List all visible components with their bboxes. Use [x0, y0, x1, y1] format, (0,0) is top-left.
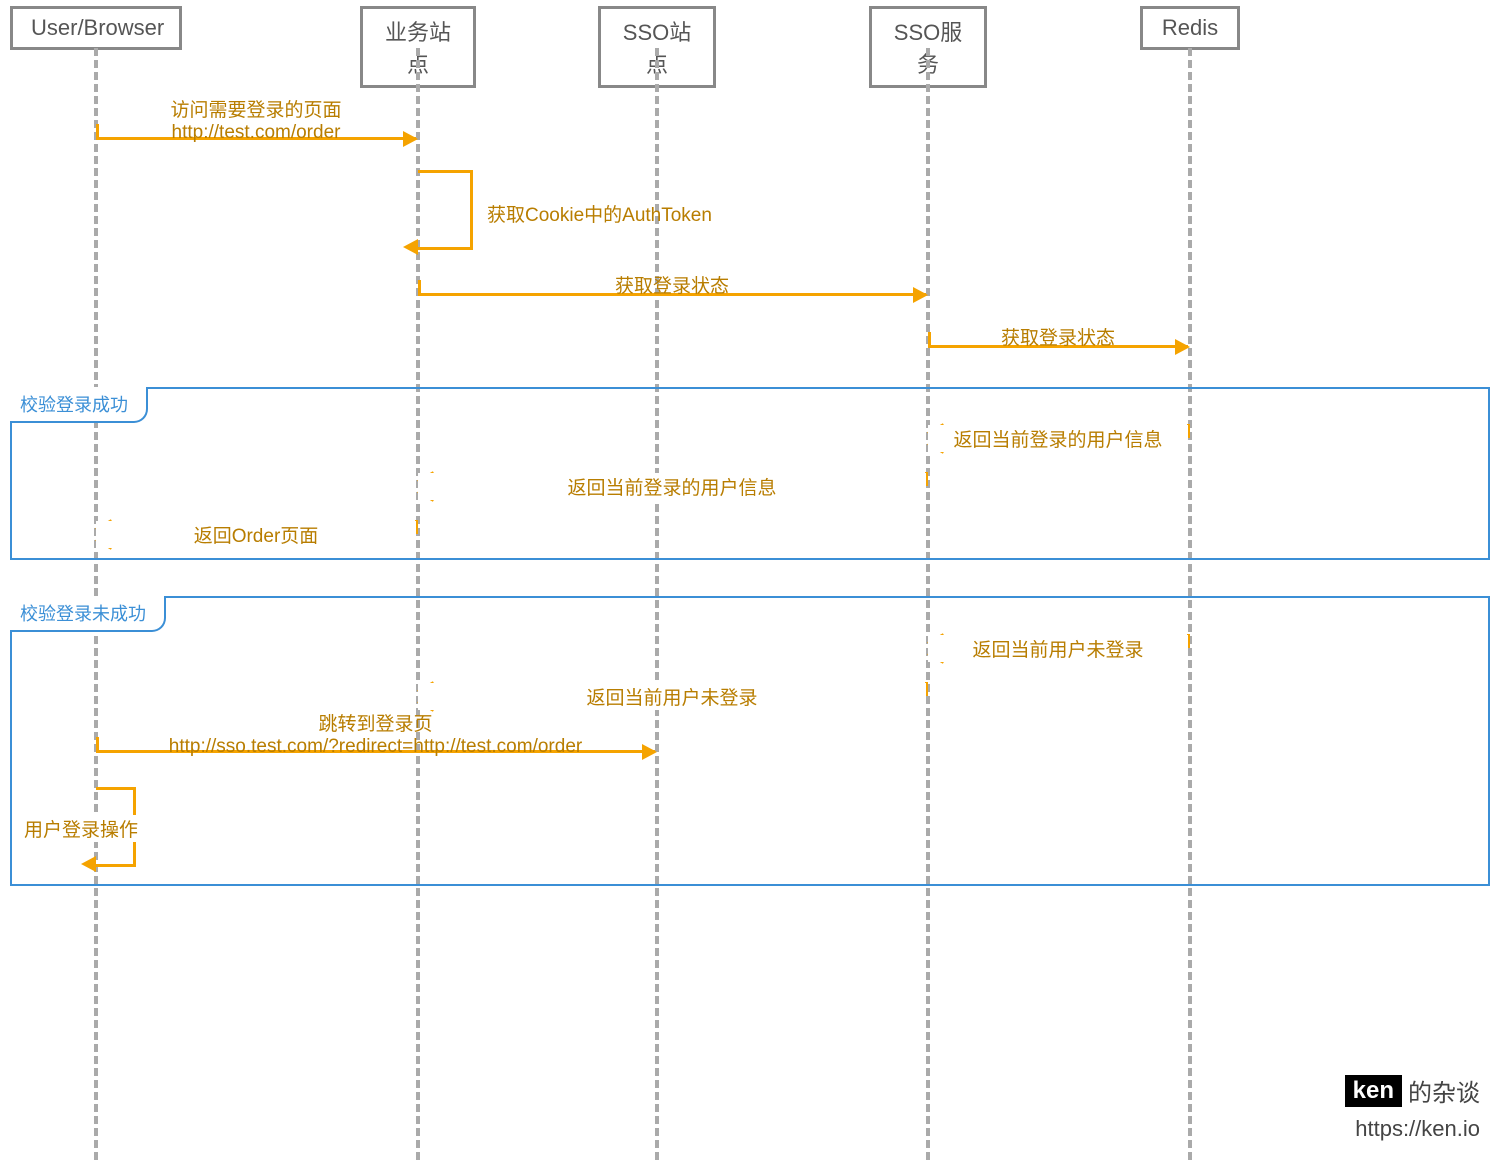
msg-label: 返回当前用户未登录: [928, 635, 1188, 662]
watermark-suffix: 的杂谈: [1408, 1073, 1480, 1108]
msg-label: 获取登录状态: [928, 323, 1188, 350]
msg-label: 访问需要登录的页面 http://test.com/order: [96, 95, 416, 144]
msg-label: 返回当前用户未登录: [418, 683, 926, 710]
participant-label: User/Browser: [31, 15, 164, 40]
watermark-url: https://ken.io: [1355, 1116, 1480, 1142]
msg-text: 访问需要登录的页面: [96, 95, 416, 122]
watermark-badge: ken: [1345, 1075, 1402, 1107]
participant-redis: Redis: [1140, 6, 1240, 50]
arrow-head-icon: [403, 239, 418, 255]
alt-frame-title: 校验登录未成功: [10, 596, 166, 632]
self-msg: [418, 170, 473, 250]
msg-label: 返回当前登录的用户信息: [928, 425, 1188, 452]
alt-frame-title: 校验登录成功: [10, 387, 148, 423]
participant-label: Redis: [1162, 15, 1218, 40]
msg-label: 用户登录操作: [24, 815, 138, 842]
arrow-head-icon: [81, 856, 96, 872]
watermark: ken 的杂谈: [1345, 1073, 1480, 1108]
msg-label: 获取登录状态: [418, 271, 926, 298]
msg-label: 跳转到登录页 http://sso.test.com/?redirect=htt…: [96, 709, 655, 758]
msg-label: 获取Cookie中的AuthToken: [487, 200, 712, 227]
msg-label: 返回Order页面: [96, 521, 416, 548]
msg-text: http://test.com/order: [96, 122, 416, 144]
msg-label: 返回当前登录的用户信息: [418, 473, 926, 500]
msg-text: 跳转到登录页: [96, 709, 655, 736]
msg-text: http://sso.test.com/?redirect=http://tes…: [96, 736, 655, 758]
participant-user: User/Browser: [10, 6, 182, 50]
